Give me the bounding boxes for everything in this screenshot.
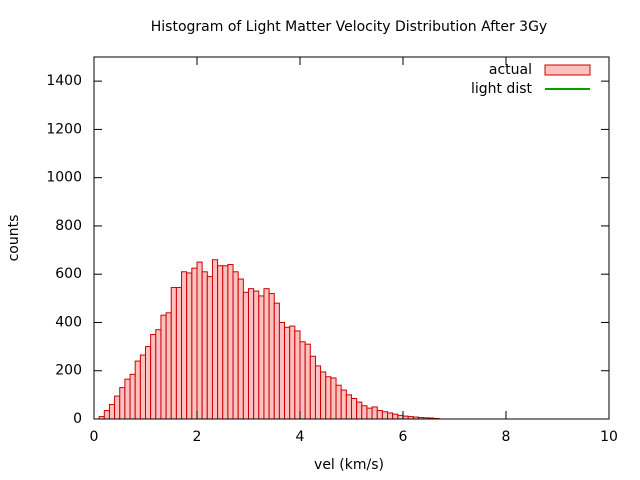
y-tick-label: 1000 xyxy=(46,170,82,186)
bar xyxy=(181,271,188,420)
y-axis-label: counts xyxy=(6,215,22,262)
bar xyxy=(335,384,342,420)
bar xyxy=(170,286,177,420)
y-tick-label: 400 xyxy=(55,314,82,330)
bar xyxy=(263,288,270,420)
legend-swatch xyxy=(544,64,591,76)
x-tick-label: 6 xyxy=(399,429,408,445)
bar xyxy=(309,355,316,420)
bar xyxy=(314,365,322,420)
legend-label: light dist xyxy=(471,81,533,97)
bar xyxy=(299,341,306,420)
bar xyxy=(242,291,250,420)
bar xyxy=(273,302,280,420)
bar xyxy=(201,271,208,420)
bar xyxy=(325,376,332,420)
bar xyxy=(139,354,147,420)
bar xyxy=(294,330,301,420)
bar xyxy=(222,265,229,420)
bar xyxy=(108,404,116,420)
bar xyxy=(248,288,255,420)
bar xyxy=(232,271,239,420)
bar xyxy=(381,411,389,420)
bar xyxy=(150,334,157,420)
x-tick-label: 8 xyxy=(502,429,511,445)
bar xyxy=(258,295,265,420)
y-tick-label: 1200 xyxy=(46,121,82,137)
bar xyxy=(129,373,136,420)
bar xyxy=(175,286,183,420)
bar xyxy=(268,293,275,420)
x-axis-label: vel (km/s) xyxy=(314,457,384,473)
bar xyxy=(155,329,162,420)
bar xyxy=(340,389,347,420)
x-tick-label: 4 xyxy=(296,429,305,445)
bar xyxy=(227,264,234,420)
legend-label: actual xyxy=(489,62,532,78)
bar xyxy=(186,272,193,420)
bar xyxy=(191,267,198,420)
y-tick-label: 600 xyxy=(55,266,82,282)
bar xyxy=(371,406,378,420)
bar xyxy=(397,414,404,420)
bar xyxy=(206,276,213,420)
bar xyxy=(196,261,203,420)
bar xyxy=(278,321,286,420)
y-tick-label: 1400 xyxy=(46,73,82,89)
bar xyxy=(387,412,394,420)
bar xyxy=(253,290,260,420)
bar xyxy=(237,278,244,420)
bar xyxy=(134,360,141,420)
bar xyxy=(119,387,126,420)
bar xyxy=(345,394,353,420)
x-tick-label: 10 xyxy=(600,429,618,445)
bar xyxy=(289,325,296,420)
bar xyxy=(145,346,152,420)
bar xyxy=(304,343,311,420)
x-tick-label: 2 xyxy=(193,429,202,445)
bar xyxy=(351,397,358,420)
bar xyxy=(366,407,373,420)
bar xyxy=(361,405,368,420)
bar xyxy=(114,395,121,420)
x-tick-label: 0 xyxy=(90,429,99,445)
bar xyxy=(103,410,110,420)
bar xyxy=(124,378,131,420)
bar xyxy=(217,265,224,420)
bar xyxy=(165,312,172,420)
bar xyxy=(376,410,383,420)
chart-title: Histogram of Light Matter Velocity Distr… xyxy=(151,19,547,35)
bar xyxy=(284,326,291,420)
plot-border xyxy=(93,56,610,420)
bar xyxy=(356,401,363,420)
bar xyxy=(330,377,337,420)
bar xyxy=(160,314,167,420)
y-tick-label: 0 xyxy=(73,411,82,427)
bar xyxy=(320,371,327,420)
bar xyxy=(211,259,219,420)
y-tick-label: 800 xyxy=(55,218,82,234)
y-tick-label: 200 xyxy=(55,363,82,379)
bar xyxy=(392,413,399,420)
